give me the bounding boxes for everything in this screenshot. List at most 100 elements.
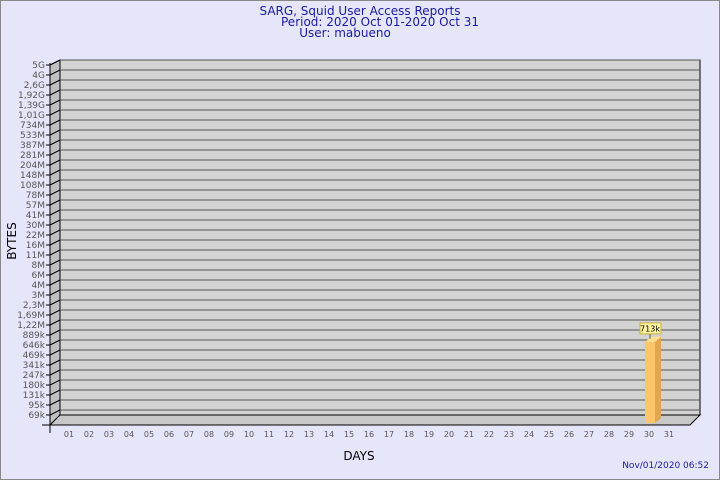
y-tick-label: 30M xyxy=(26,221,45,231)
y-tick-label: 69k xyxy=(28,411,45,421)
gridline-depth xyxy=(49,299,61,306)
y-tick-label: 131k xyxy=(23,391,46,401)
y-tick-label: 5G xyxy=(32,61,45,71)
x-tick-label: 01 xyxy=(64,430,74,439)
x-tick-label: 10 xyxy=(244,430,254,439)
y-tick-label: 646k xyxy=(23,341,46,351)
gridline-depth xyxy=(49,379,61,386)
gridline-depth xyxy=(49,199,61,206)
y-tick-label: 1,69M xyxy=(17,311,45,321)
y-tick-label: 247k xyxy=(23,371,46,381)
y-tick-label: 1,01G xyxy=(18,111,45,121)
gridline-depth xyxy=(49,369,61,376)
x-tick-label: 30 xyxy=(644,430,654,439)
x-tick-label: 21 xyxy=(464,430,474,439)
gridline-depth xyxy=(49,289,61,296)
x-tick-label: 12 xyxy=(284,430,294,439)
x-tick-label: 05 xyxy=(144,430,154,439)
y-tick-label: 180k xyxy=(23,381,46,391)
x-tick-label: 11 xyxy=(264,430,274,439)
gridline-depth xyxy=(49,259,61,266)
y-tick-label: 108M xyxy=(20,181,45,191)
gridline-depth xyxy=(49,139,61,146)
gridline-depth xyxy=(49,149,61,156)
gridline-depth xyxy=(49,409,61,416)
y-tick-label: 734M xyxy=(20,121,45,131)
gridline-depth xyxy=(49,269,61,276)
x-tick-label: 25 xyxy=(544,430,554,439)
gridline-depth xyxy=(49,339,61,346)
x-tick-label: 16 xyxy=(364,430,374,439)
y-tick-label: 2,3M xyxy=(23,301,45,311)
y-tick-label: 95k xyxy=(28,401,45,411)
x-tick-label: 06 xyxy=(164,430,174,439)
gridline-depth xyxy=(49,179,61,186)
floor xyxy=(48,414,702,426)
back-wall xyxy=(59,59,701,416)
x-tick-label: 20 xyxy=(444,430,454,439)
x-tick-label: 15 xyxy=(344,430,354,439)
gridline-depth xyxy=(49,319,61,326)
x-tick-label: 24 xyxy=(524,430,534,439)
bar-top xyxy=(645,336,661,342)
chart-period: Period: 2020 Oct 01-2020 Oct 31 xyxy=(281,15,479,29)
bar xyxy=(645,341,655,423)
y-tick-label: 1,39G xyxy=(18,101,45,111)
y-tick-label: 204M xyxy=(20,161,45,171)
gridline-depth xyxy=(49,89,61,96)
y-tick-label: 22M xyxy=(26,231,45,241)
gridline-depth xyxy=(49,389,61,396)
y-tick-label: 889k xyxy=(23,331,46,341)
gridline-depth xyxy=(49,229,61,236)
x-tick-label: 17 xyxy=(384,430,394,439)
x-tick-label: 31 xyxy=(664,430,674,439)
y-tick-label: 341k xyxy=(23,361,46,371)
gridline-depth xyxy=(49,219,61,226)
gridline-depth xyxy=(49,359,61,366)
x-tick-label: 27 xyxy=(584,430,594,439)
x-tick-label: 26 xyxy=(564,430,574,439)
y-tick-label: 57M xyxy=(26,201,45,211)
y-axis-label: BYTES xyxy=(5,222,19,259)
y-tick-label: 281M xyxy=(20,151,45,161)
x-tick-label: 19 xyxy=(424,430,434,439)
gridline-depth xyxy=(49,109,61,116)
gridline-depth xyxy=(49,159,61,166)
y-tick-label: 148M xyxy=(20,171,45,181)
x-tick-label: 18 xyxy=(404,430,414,439)
x-tick-label: 03 xyxy=(104,430,114,439)
gridline-depth xyxy=(49,79,61,86)
gridline-depth xyxy=(49,129,61,136)
y-tick-label: 6M xyxy=(32,271,46,281)
chart-user: User: mabueno xyxy=(299,26,391,40)
y-tick-label: 1,22M xyxy=(17,321,45,331)
y-tick-label: 16M xyxy=(26,241,45,251)
x-tick-label: 23 xyxy=(504,430,514,439)
gridline-depth xyxy=(49,249,61,256)
x-tick-label: 14 xyxy=(324,430,334,439)
y-tick-label: 387M xyxy=(20,141,45,151)
gridline-depth xyxy=(49,309,61,316)
x-tick-label: 13 xyxy=(304,430,314,439)
gridline-depth xyxy=(49,99,61,106)
gridline-depth xyxy=(49,239,61,246)
chart-title: SARG, Squid User Access Reports xyxy=(259,4,461,18)
gridline-depth xyxy=(49,329,61,336)
x-tick-label: 07 xyxy=(184,430,194,439)
x-tick-label: 02 xyxy=(84,430,94,439)
x-tick-label: 08 xyxy=(204,430,214,439)
gridline-depth xyxy=(49,69,61,76)
gridline-depth xyxy=(49,119,61,126)
y-tick-label: 4G xyxy=(32,71,45,81)
x-tick-label: 29 xyxy=(624,430,634,439)
y-tick-label: 3M xyxy=(32,291,46,301)
y-tick-label: 11M xyxy=(26,251,45,261)
gridline-depth xyxy=(49,189,61,196)
y-tick-label: 4M xyxy=(32,281,46,291)
x-tick-label: 22 xyxy=(484,430,494,439)
bar-side xyxy=(655,336,661,423)
data-label-box xyxy=(639,322,662,335)
y-tick-label: 533M xyxy=(20,131,45,141)
y-tick-label: 2,6G xyxy=(24,81,45,91)
